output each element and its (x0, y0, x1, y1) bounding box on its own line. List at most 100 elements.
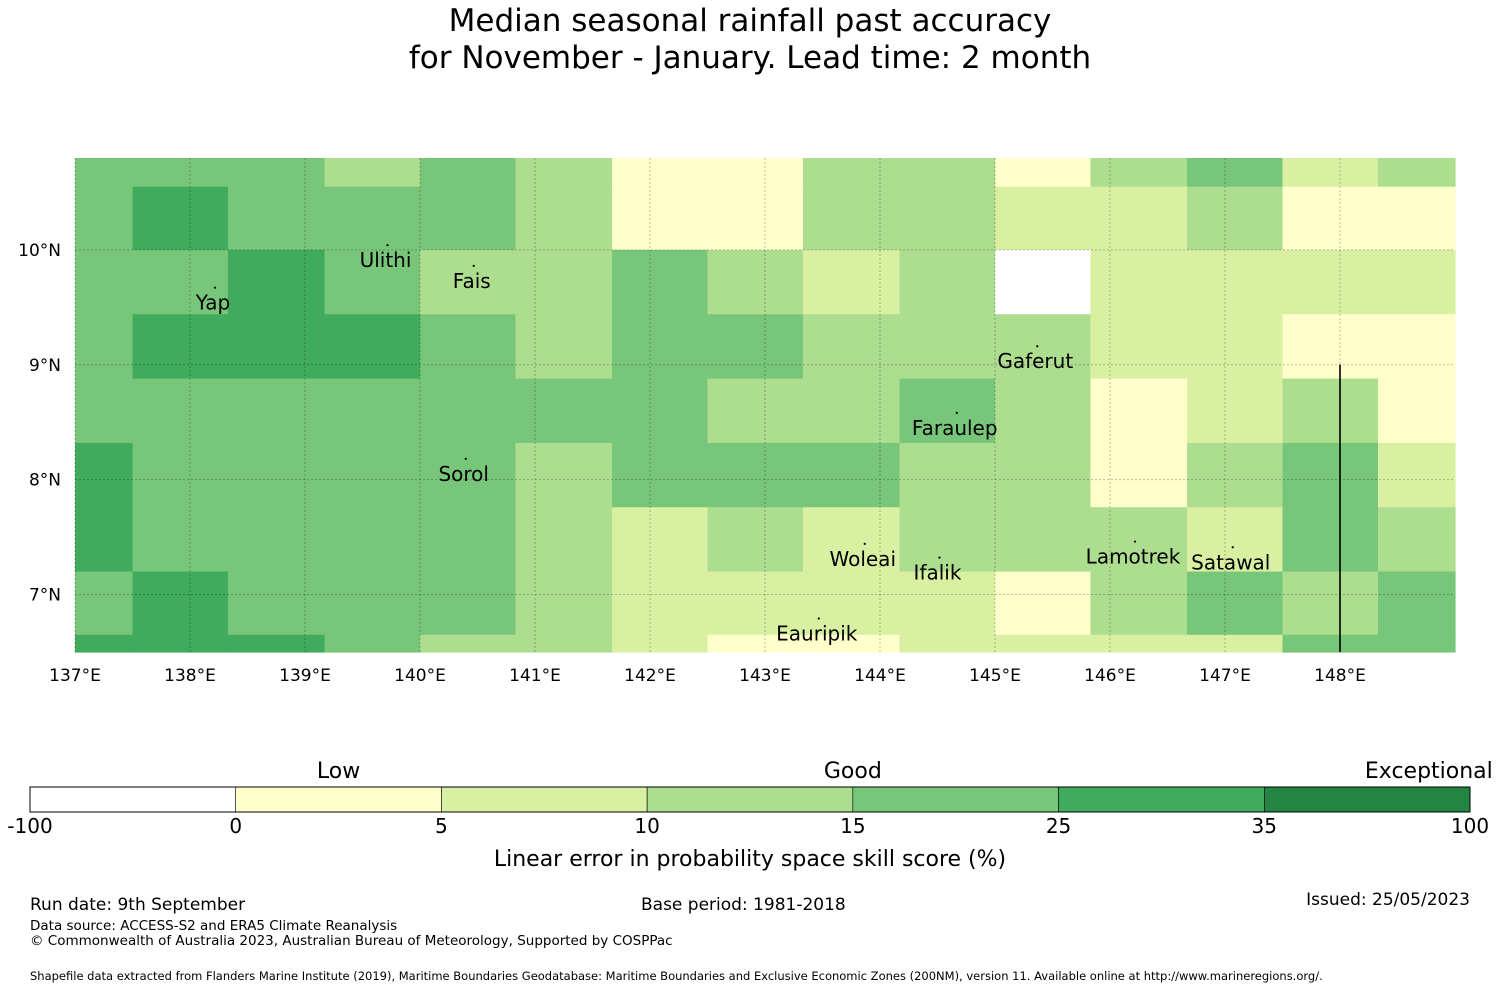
grid-cell (707, 442, 804, 508)
grid-cell (707, 314, 804, 380)
colorbar-swatch (441, 786, 648, 813)
grid-cell (420, 378, 517, 444)
grid-cell (1090, 507, 1188, 573)
grid-cell (132, 314, 229, 380)
grid-cell (995, 378, 1092, 444)
grid-cell (707, 634, 804, 653)
grid-cell (227, 634, 326, 653)
grid-cell (995, 314, 1092, 380)
place-label: Ulithi (360, 248, 412, 272)
grid-cell (995, 186, 1092, 251)
grid-cell (324, 186, 421, 251)
grid-cell (324, 314, 421, 380)
grid-cell (132, 571, 229, 636)
grid-cell (75, 571, 134, 636)
grid-cell (899, 249, 996, 315)
y-tick-label: 8°N (29, 471, 61, 491)
grid-cell (995, 442, 1092, 508)
colorbar-swatch (1263, 786, 1471, 813)
grid-cell (227, 314, 326, 380)
island-marker-icon (817, 617, 820, 620)
grid-cell (1187, 314, 1284, 380)
x-tick-label: 141°E (509, 666, 561, 686)
grid-cell (995, 634, 1092, 653)
x-tick-label: 148°E (1314, 666, 1366, 686)
grid-cell (1377, 378, 1456, 444)
grid-cell (75, 507, 134, 573)
grid-cell (707, 571, 804, 636)
grid-cell (132, 634, 229, 653)
grid-cell (612, 314, 709, 380)
grid-cell (420, 442, 517, 508)
grid-cell (707, 249, 804, 315)
colorbar-tick: 10 (634, 814, 660, 838)
grid-cell (1187, 158, 1284, 188)
skill-grid (75, 158, 1456, 653)
grid-cell (1282, 634, 1379, 653)
place-labels: Ulithi Yap Fais Gaferut Faraulep Sorol Woleai I… (195, 244, 1270, 646)
y-tick-label: 9°N (29, 356, 61, 376)
island-marker-icon (1133, 540, 1137, 543)
grid-cell (420, 249, 517, 315)
grid-cell (802, 314, 901, 380)
grid-cell (1187, 634, 1284, 653)
grid-cell (132, 186, 229, 251)
grid-cell (75, 314, 134, 380)
grid-cell (1377, 314, 1456, 380)
island-marker-icon (1036, 345, 1039, 348)
colorbar-category-exceptional: Exceptional (1364, 759, 1493, 784)
grid-cell (1090, 378, 1188, 444)
grid-cell (1187, 571, 1284, 636)
grid-cell (802, 507, 901, 573)
grid-cell (132, 378, 229, 444)
shapefile-credit: Shapefile data extracted from Flanders M… (30, 969, 1323, 983)
grid-cell (132, 158, 229, 188)
grid-cell (1377, 249, 1456, 315)
grid-cell (995, 571, 1092, 636)
colorbar-tick: 25 (1045, 814, 1072, 838)
grid-cell (707, 378, 804, 444)
run-date: Run date: 9th September (30, 895, 246, 915)
grid-cell (1090, 186, 1188, 251)
grid-cell (1090, 442, 1188, 508)
grid-cell (995, 158, 1092, 188)
grid-cell (227, 186, 326, 251)
grid-cell (75, 442, 134, 508)
x-tick-label: 147°E (1199, 666, 1251, 686)
island-marker-icon (213, 286, 217, 289)
grid-cell (707, 158, 804, 188)
grid-cell (802, 158, 901, 188)
grid-cell (515, 442, 613, 508)
grid-cell (1282, 442, 1379, 508)
colorbar-tick: 15 (840, 814, 866, 838)
grid-cell (802, 249, 901, 315)
grid-cell (324, 158, 421, 188)
grid-cell (1282, 314, 1379, 380)
grid-cell (995, 249, 1092, 315)
grid-cell (324, 442, 421, 508)
grid-cell (1377, 158, 1456, 188)
grid-cell (515, 249, 613, 315)
x-tick-label: 142°E (624, 666, 676, 686)
place-label: Gaferut (997, 349, 1073, 373)
x-tick-label: 139°E (279, 666, 331, 686)
colorbar-tick: 100 (1450, 814, 1490, 838)
copyright: © Commonwealth of Australia 2023, Austra… (30, 933, 673, 949)
grid-cell (995, 507, 1092, 573)
colorbar-swatch (646, 786, 854, 813)
grid-cell (420, 314, 517, 380)
place-label: Eauripik (776, 622, 858, 646)
grid-cell (227, 507, 326, 573)
grid-cell (1377, 186, 1456, 251)
colorbar-swatch (29, 786, 237, 813)
grid-cell (899, 634, 996, 653)
issued-date: Issued: 25/05/2023 (1306, 890, 1470, 910)
grid-cell (324, 378, 421, 444)
colorbar-category-good: Good (823, 759, 882, 784)
x-tick-label: 138°E (164, 666, 216, 686)
grid-cell (1187, 442, 1284, 508)
grid-cell (899, 314, 996, 380)
grid-cell (515, 634, 613, 653)
grid-cell (899, 378, 996, 444)
grid-cell (324, 249, 421, 315)
